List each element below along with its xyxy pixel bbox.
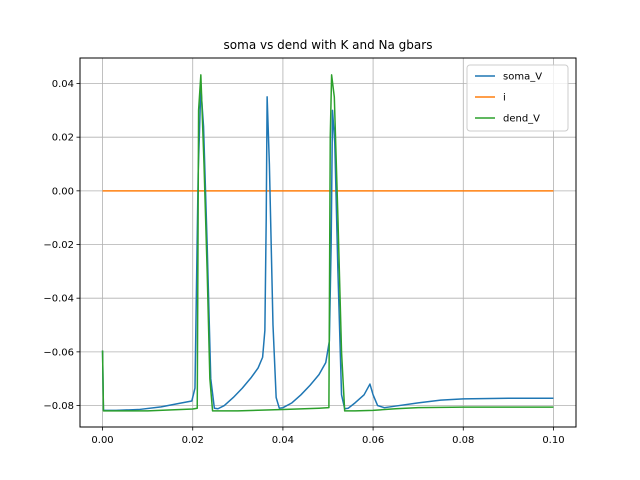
legend: soma_Vi dend_V <box>466 64 569 132</box>
x-tick-label: 0.08 <box>452 435 474 446</box>
series-line-dend-v <box>101 74 554 412</box>
legend-label: i <box>503 93 506 104</box>
axes-frame <box>79 57 577 428</box>
y-tick-label: −0.08 <box>43 401 74 412</box>
legend-box <box>466 64 569 132</box>
legend-label: dend_V <box>503 114 540 125</box>
y-tick-label: 0.04 <box>52 79 74 90</box>
legend-label: soma_V <box>503 72 542 83</box>
y-tick-label: −0.04 <box>43 294 74 305</box>
x-tick-label: 0.10 <box>542 435 564 446</box>
series-lines <box>101 74 554 412</box>
axis-ticks: 0.00 0.02 0.04 0.06 0.08 0.10 −0.08 −0.06 −0.04 −… <box>43 79 564 446</box>
y-tick-label: −0.02 <box>43 240 74 251</box>
chart-title: soma vs dend with K and Na gbars <box>224 38 433 52</box>
y-tick-label: −0.06 <box>43 347 74 358</box>
series-line-soma-v <box>101 86 554 412</box>
y-tick-label: 0.00 <box>52 186 74 197</box>
x-tick-label: 0.02 <box>182 435 204 446</box>
x-tick-label: 0.00 <box>91 435 113 446</box>
x-tick-label: 0.04 <box>272 435 294 446</box>
y-tick-label: 0.02 <box>52 133 74 144</box>
x-tick-label: 0.06 <box>362 435 384 446</box>
